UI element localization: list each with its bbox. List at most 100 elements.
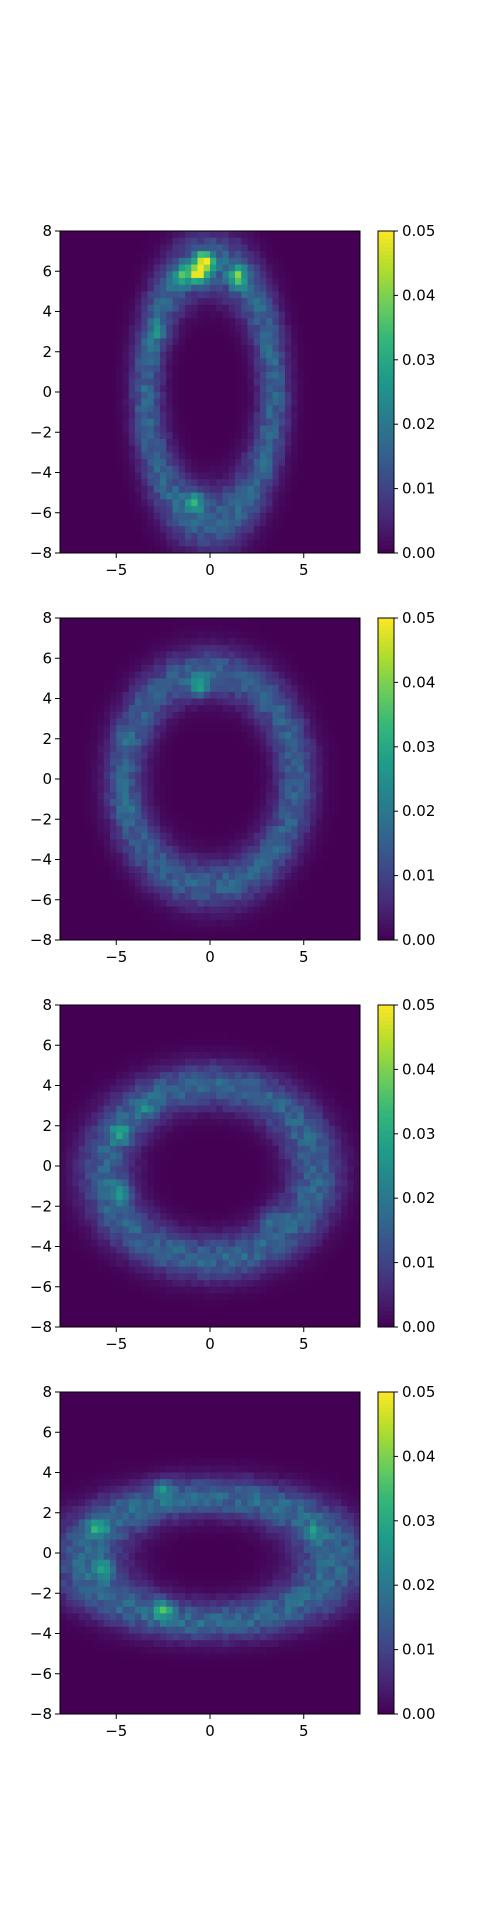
heatmap-cell <box>266 418 273 426</box>
heatmap-cell <box>166 893 173 901</box>
heatmap-cell <box>297 318 305 326</box>
heatmap-cell <box>141 519 148 527</box>
heatmap-cell <box>247 832 255 840</box>
heatmap-cell <box>228 711 236 720</box>
heatmap-cell <box>60 438 67 447</box>
heatmap-cell <box>60 1045 67 1053</box>
heatmap-cell <box>341 738 348 746</box>
heatmap-cell <box>91 913 98 921</box>
heatmap-cell <box>310 685 317 693</box>
heatmap-cell <box>322 886 330 894</box>
heatmap-cell <box>241 698 248 706</box>
heatmap-cell <box>353 506 361 514</box>
heatmap-cell <box>353 933 361 941</box>
heatmap-cell <box>291 899 298 907</box>
heatmap-cell <box>253 432 261 440</box>
heatmap-cell <box>303 539 311 547</box>
heatmap-cell <box>347 311 355 319</box>
heatmap-cell <box>247 859 255 867</box>
heatmap-cell <box>97 324 105 333</box>
heatmap-cell <box>97 371 105 379</box>
heatmap-cell <box>85 512 92 520</box>
heatmap-cell <box>128 291 136 299</box>
heatmap-cell <box>322 799 330 807</box>
heatmap-cell <box>78 425 86 433</box>
heatmap-cell <box>353 237 361 245</box>
heatmap-cell <box>153 738 161 746</box>
heatmap-cell <box>278 658 286 666</box>
heatmap-cell <box>310 859 317 867</box>
heatmap-cell <box>260 499 267 507</box>
heatmap-cell <box>97 738 105 746</box>
heatmap-cell <box>135 398 142 406</box>
heatmap-cell <box>91 385 98 393</box>
heatmap-cell <box>135 452 142 460</box>
heatmap-cell <box>72 459 80 467</box>
heatmap-cell <box>260 392 267 400</box>
heatmap-cell <box>116 705 123 713</box>
heatmap-cell <box>216 893 223 901</box>
heatmap-cell <box>72 752 80 760</box>
heatmap-cell <box>285 351 292 359</box>
heatmap-cell <box>85 698 92 706</box>
heatmap-cell <box>203 231 211 239</box>
heatmap-cell <box>78 257 86 265</box>
heatmap-cell <box>135 906 142 914</box>
heatmap-cell <box>253 412 261 420</box>
heatmap-cell <box>297 772 305 780</box>
colorbar-segment <box>378 662 394 667</box>
colorbar-segment <box>378 742 394 748</box>
heatmap-cell <box>60 338 67 346</box>
heatmap-cell <box>203 919 211 927</box>
heatmap-cell <box>228 678 236 686</box>
heatmap-cell <box>60 859 67 867</box>
heatmap-cell <box>260 244 267 252</box>
heatmap-cell <box>166 638 173 646</box>
heatmap-cell <box>341 859 348 867</box>
heatmap-cell <box>210 378 217 386</box>
heatmap-cell <box>303 792 311 800</box>
heatmap-cell <box>335 658 342 666</box>
colorbar-segment <box>378 452 394 457</box>
heatmap-cell <box>97 664 105 673</box>
heatmap-cell <box>222 271 230 279</box>
heatmap-cell <box>316 631 323 639</box>
heatmap-cell <box>228 691 236 699</box>
heatmap-cell <box>335 852 342 860</box>
heatmap-cell <box>166 304 173 312</box>
heatmap-cell <box>316 852 323 860</box>
heatmap-cell <box>322 738 330 746</box>
heatmap-cell <box>191 271 198 279</box>
heatmap-cell <box>103 277 111 286</box>
heatmap-cell <box>316 725 323 733</box>
heatmap-cell <box>266 459 273 467</box>
colorbar-segment <box>378 436 394 441</box>
heatmap-cell <box>341 512 348 520</box>
heatmap-cell <box>303 371 311 379</box>
heatmap-cell <box>241 479 248 487</box>
heatmap-cell <box>66 345 73 353</box>
heatmap-cell <box>110 438 117 447</box>
heatmap-cell <box>166 432 173 440</box>
heatmap-cell <box>341 492 348 500</box>
heatmap-cell <box>178 691 186 699</box>
heatmap-cell <box>178 671 186 679</box>
heatmap-cell <box>328 638 336 646</box>
heatmap-cell <box>191 311 198 319</box>
heatmap-cell <box>66 331 73 339</box>
heatmap-cell <box>210 765 217 773</box>
heatmap-cell <box>253 499 261 507</box>
heatmap-cell <box>285 886 292 894</box>
heatmap-cell <box>228 926 236 934</box>
heatmap-cell <box>335 758 342 766</box>
heatmap-cell <box>235 418 242 426</box>
heatmap-cell <box>216 365 223 373</box>
heatmap-cell <box>260 324 267 333</box>
heatmap-cell <box>285 906 292 914</box>
heatmap-cell <box>91 698 98 706</box>
heatmap-cell <box>116 933 123 941</box>
heatmap-cell <box>303 519 311 527</box>
heatmap-cell <box>185 866 192 874</box>
heatmap-cell <box>116 819 123 827</box>
heatmap-cell <box>160 644 167 652</box>
